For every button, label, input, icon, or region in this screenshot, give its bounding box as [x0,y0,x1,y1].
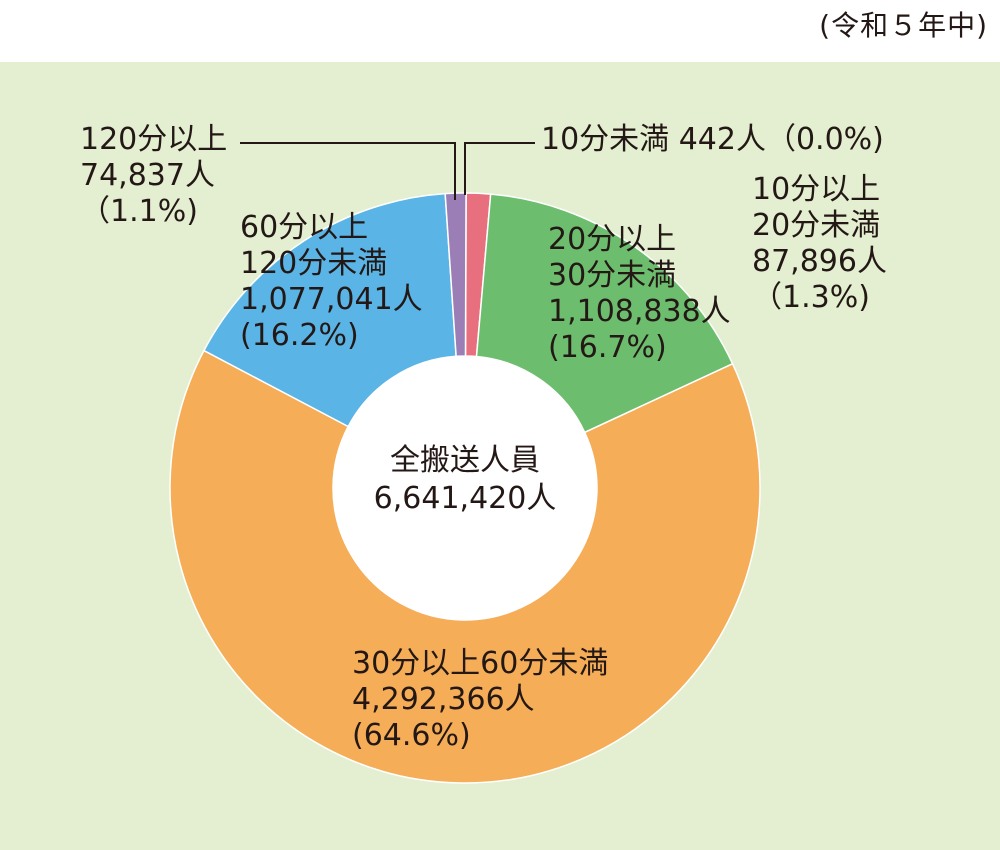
slice-label-20to30-line4: (16.7%) [548,330,667,365]
slice-label-20to30-line2: 30分未満 [548,258,677,293]
slice-label-30to60-line1: 30分以上60分未満 [352,646,609,681]
slice-label-60to120-line2: 120分未満 [240,246,388,281]
period-note: (令和５年中) [819,9,988,42]
slice-label-lt10-line: 10分未満 442人（0.0%) [541,122,884,157]
slice-label-30to60-line2: 4,292,366人 [352,682,535,717]
slice-label-10to20: 10分以上 20分未満 87,896人 （1.3%) [752,172,887,316]
leader-line-ge120 [240,142,456,200]
slice-label-60to120-line4: (16.2%) [240,318,359,353]
slice-label-10to20-line3: 87,896人 [752,244,887,279]
slice-label-ge120-line3: （1.1%) [80,194,198,229]
slice-label-60to120-line1: 60分以上 [240,210,369,245]
slice-label-ge120-line2: 74,837人 [80,158,215,193]
slice-label-10to20-line1: 10分以上 [752,172,881,207]
slice-label-20to30-line3: 1,108,838人 [548,294,731,329]
slice-label-10to20-line2: 20分未満 [752,208,881,243]
donut-slices [169,192,761,784]
slice-label-30to60: 30分以上60分未満 4,292,366人 (64.6%) [352,646,608,754]
slice-label-30to60-line3: (64.6%) [352,718,471,753]
center-total-label: 全搬送人員 [390,443,540,478]
slice-label-20to30-line1: 20分以上 [548,222,677,257]
slice-label-60to120: 60分以上 120分未満 1,077,041人 (16.2%) [240,210,423,354]
slice-label-lt10: 10分未満 442人（0.0%) [541,122,884,158]
donut-center-label: 全搬送人員 6,641,420人 [330,442,600,518]
leader-lines [240,142,535,200]
leader-line-lt10 [464,142,535,195]
slice-label-60to120-line3: 1,077,041人 [240,282,423,317]
slice-label-10to20-line4: （1.3%) [752,280,870,315]
center-total-value: 6,641,420人 [373,481,557,516]
slice-label-ge120-line1: 120分以上 [80,122,228,157]
donut-hole [333,356,597,620]
slice-label-20to30: 20分以上 30分未満 1,108,838人 (16.7%) [548,222,731,366]
slice-label-ge120: 120分以上 74,837人 （1.1%) [80,122,227,230]
